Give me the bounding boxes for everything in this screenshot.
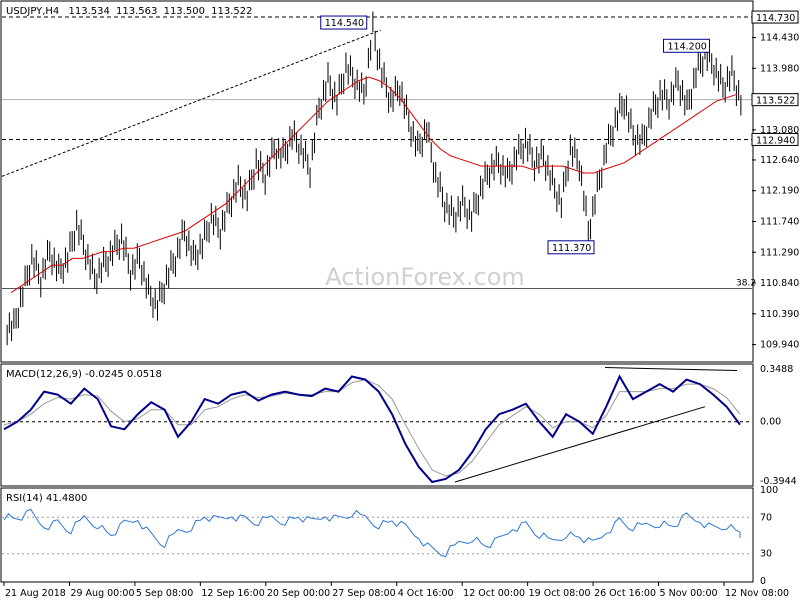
x-tick-label: 5 Nov 00:00 [660,588,718,599]
rsi-line [3,508,741,558]
fib-label: 38.2 [736,279,756,289]
price-callout-label: 111.370 [552,243,591,254]
rsi-tick-label: 70 [760,512,772,523]
price-tick-label: 111.740 [760,217,799,228]
price-tick-label: 113.080 [760,125,799,136]
price-callout-label: 114.200 [668,41,707,52]
x-tick-label: 29 Aug 00:00 [70,588,134,599]
macd-tick-label: -0.3944 [760,476,797,487]
price-tick-label: 111.290 [760,247,799,258]
x-tick-label: 4 Oct 16:00 [398,588,454,599]
price-tick-label: 113.980 [760,63,799,74]
price-callout-box [547,240,595,255]
price-tick-label: 110.840 [760,278,799,289]
level-label: 114.730 [756,13,795,24]
price-callout-box [663,38,710,53]
x-tick-label: 27 Sep 08:00 [332,588,395,599]
macd-panel [0,363,754,487]
moving-average-line [10,76,738,294]
x-tick-label: 26 Oct 16:00 [594,588,656,599]
symbol-label: USDJPY,H4 113.534 113.563 113.500 113.52… [6,6,252,17]
level-label: 112.940 [756,135,795,146]
x-tick-label: 12 Nov 08:00 [725,588,789,599]
macd-trend-line [454,406,706,483]
level-label: 113.522 [756,96,795,107]
macd-line [3,374,741,484]
level-box [751,93,799,107]
rsi-tick-label: 30 [760,549,772,560]
price-tick-label: 110.390 [760,309,799,320]
x-tick-label: 12 Sep 16:00 [201,588,264,599]
x-tick-label: 19 Oct 08:00 [529,588,591,599]
price-tick-label: 109.940 [760,340,799,351]
macd-signal-line [3,379,741,477]
macd-header: MACD(12,26,9) -0.0245 0.0518 [6,369,162,380]
rsi-header: RSI(14) 41.4800 [6,493,87,504]
x-tick-label: 21 Aug 2018 [5,588,66,599]
level-box [751,10,799,24]
price-tick-label: 114.430 [760,33,799,44]
rsi-tick-label: 0 [760,576,766,587]
price-callout-label: 114.540 [325,18,364,29]
macd-trend-line [604,367,738,372]
x-tick-label: 20 Sep 00:00 [267,588,330,599]
x-tick-label: 5 Sep 08:00 [136,588,193,599]
trend-line [1,29,381,177]
price-tick-label: 112.640 [760,155,799,166]
watermark: ActionForex.com [325,263,525,291]
price-tick-label: 112.190 [760,186,799,197]
level-box [751,132,799,146]
x-tick-label: 12 Oct 00:00 [463,588,525,599]
macd-tick-label: 0.3488 [760,364,793,375]
rsi-tick-label: 100 [760,485,778,496]
rsi-panel [0,487,754,583]
price-callout-box [320,15,368,30]
macd-tick-label: 0.00 [760,417,781,428]
